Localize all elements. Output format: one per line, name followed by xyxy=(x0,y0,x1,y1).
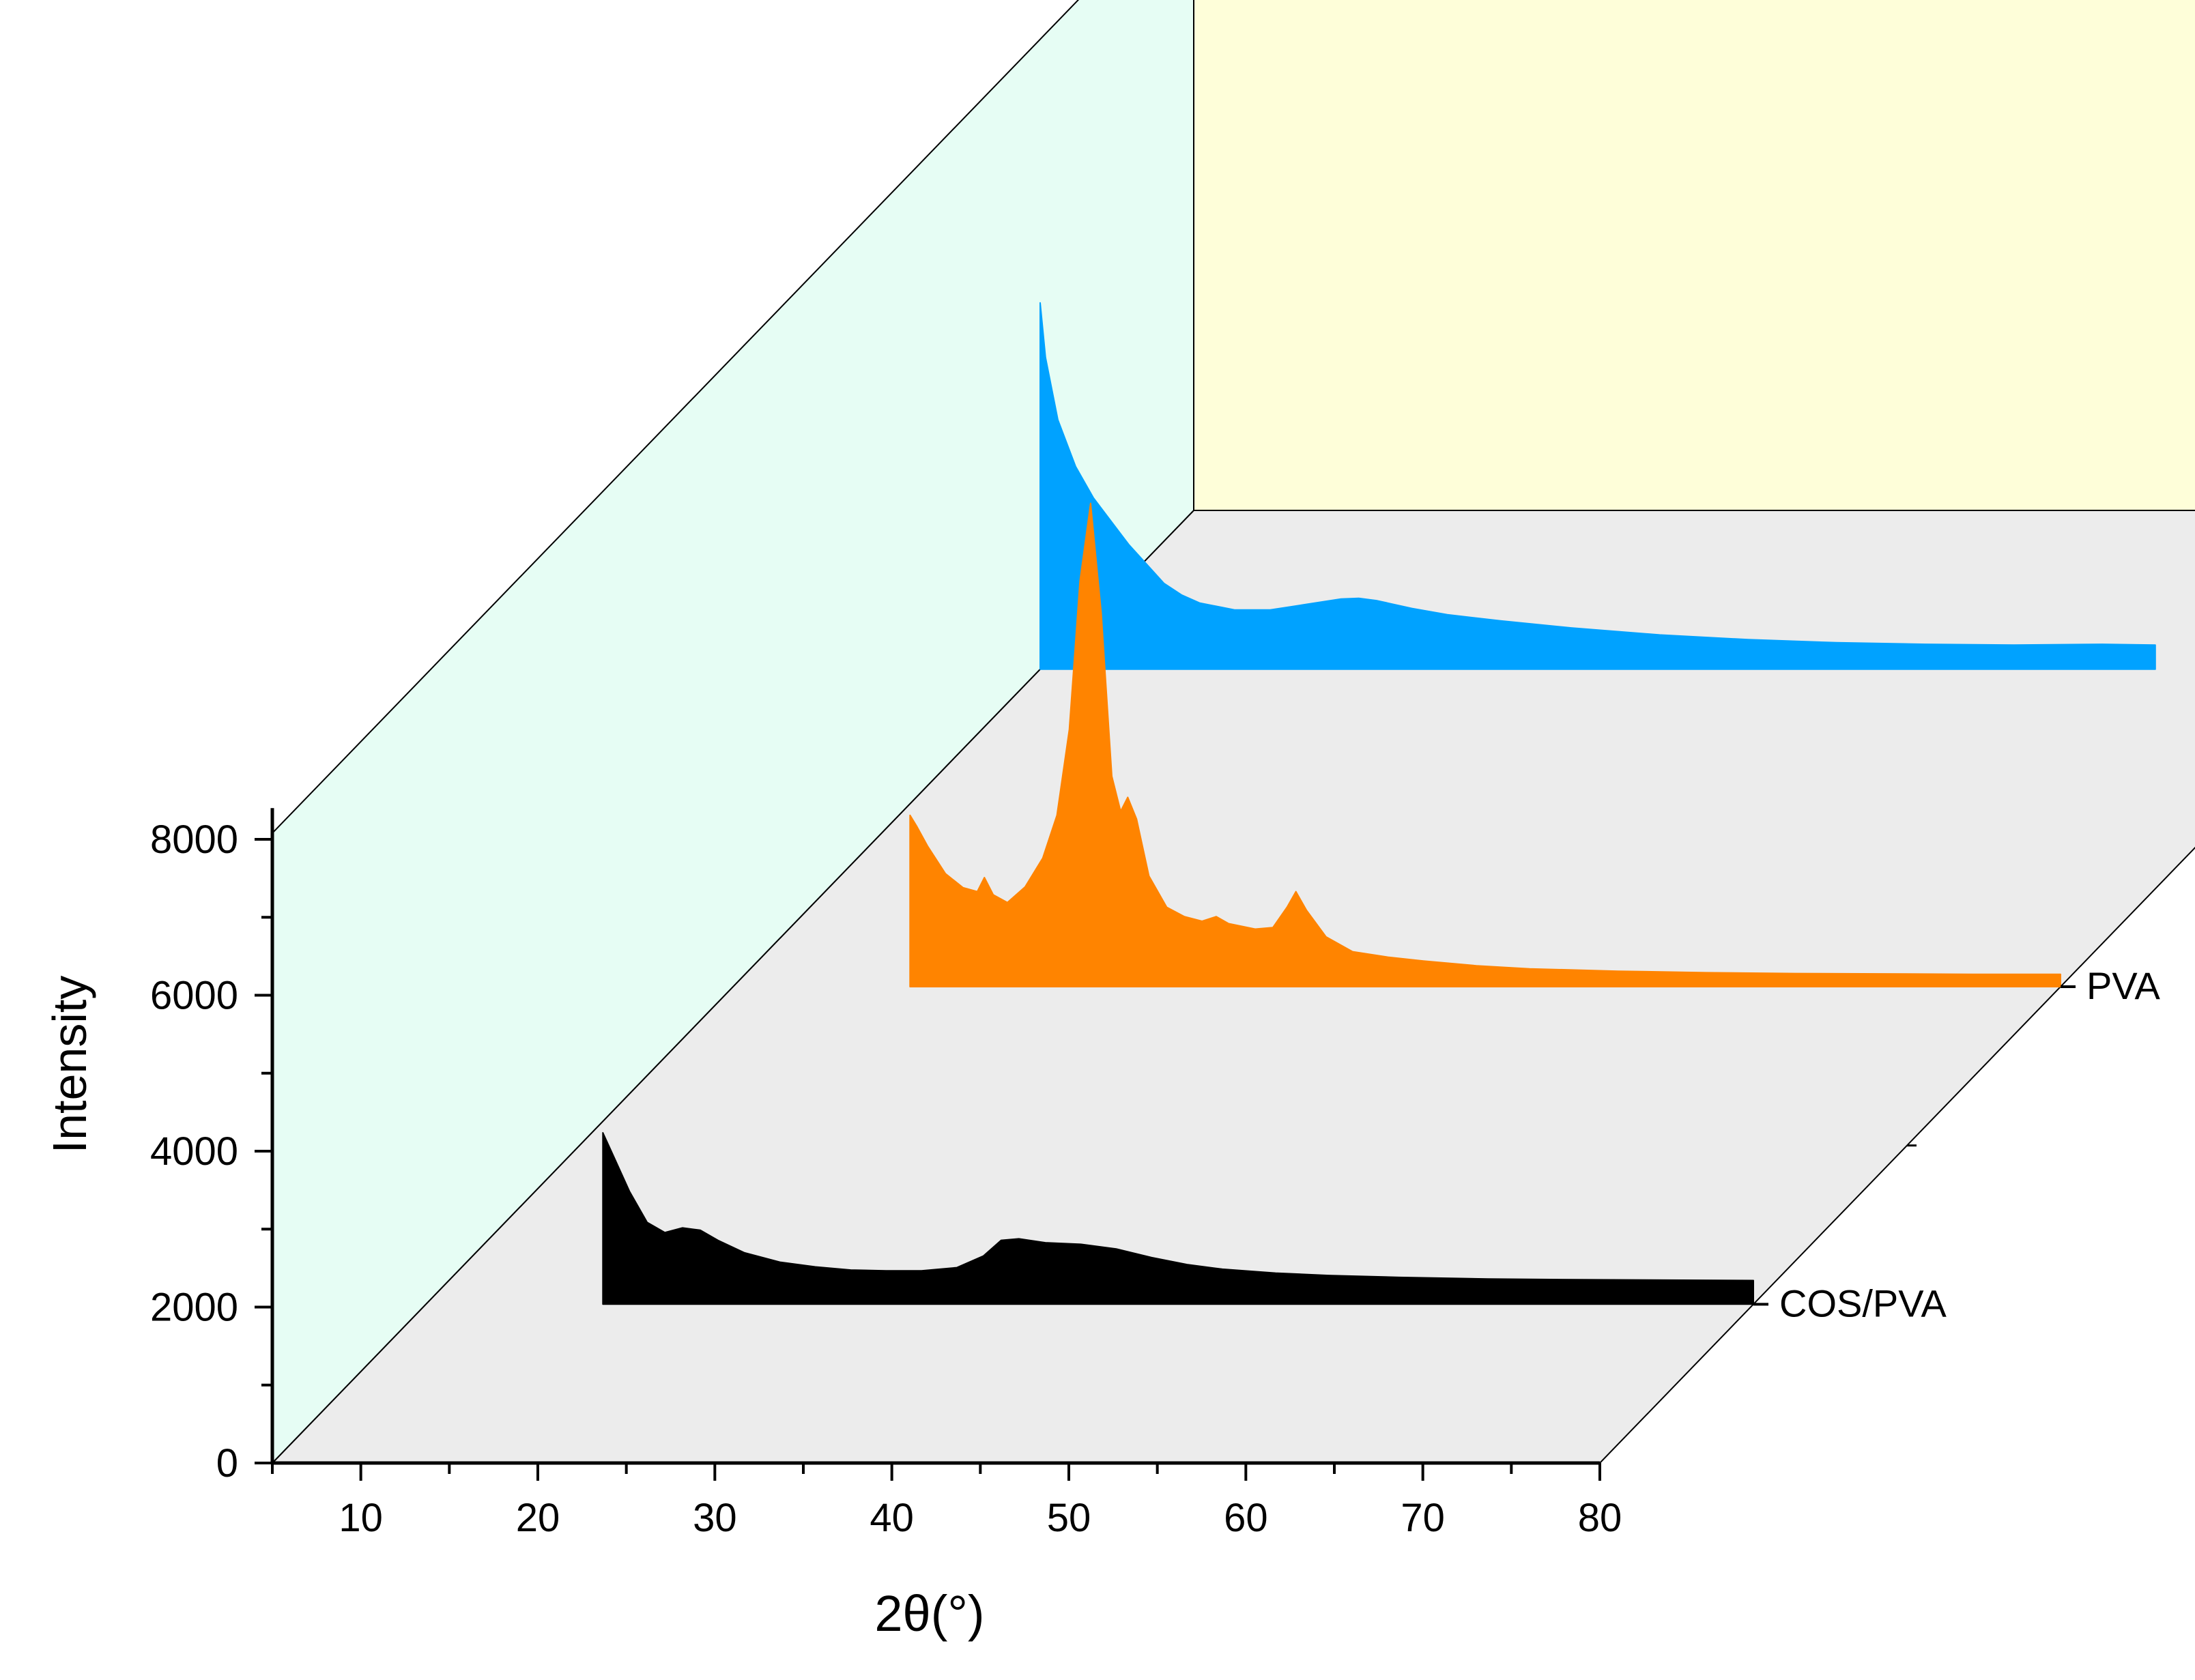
x-tick-label: 30 xyxy=(693,1496,737,1540)
x-tick-label: 20 xyxy=(516,1496,560,1540)
series-area-1 xyxy=(909,502,2061,987)
series-area-0 xyxy=(602,1132,1754,1305)
series-label-0: COS/PVA xyxy=(1779,1281,1947,1324)
y-tick-label: 6000 xyxy=(150,974,238,1018)
back-wall xyxy=(1193,0,2195,511)
x-tick-label: 60 xyxy=(1224,1496,1268,1540)
series-area-2 xyxy=(1039,302,2156,670)
y-axis-title: Intensity xyxy=(43,976,96,1154)
chart-series xyxy=(602,302,2156,1305)
x-tick-label: 40 xyxy=(870,1496,914,1540)
x-tick-label: 50 xyxy=(1047,1496,1091,1540)
series-label-1: PVA xyxy=(2086,964,2161,1007)
x-axis-title: 2θ(°) xyxy=(874,1585,984,1642)
chart-walls xyxy=(270,0,2195,1465)
y-tick-label: 2000 xyxy=(150,1286,238,1330)
y-tick-label: 0 xyxy=(216,1441,238,1486)
chart-axes: COSPVACOS/PVA102030405060708002000400060… xyxy=(150,808,2161,1540)
x-tick-label: 80 xyxy=(1578,1496,1622,1540)
x-tick-label: 10 xyxy=(339,1496,383,1540)
y-tick-label: 8000 xyxy=(150,817,238,862)
y-tick-label: 4000 xyxy=(150,1129,238,1174)
x-tick-label: 70 xyxy=(1401,1496,1445,1540)
